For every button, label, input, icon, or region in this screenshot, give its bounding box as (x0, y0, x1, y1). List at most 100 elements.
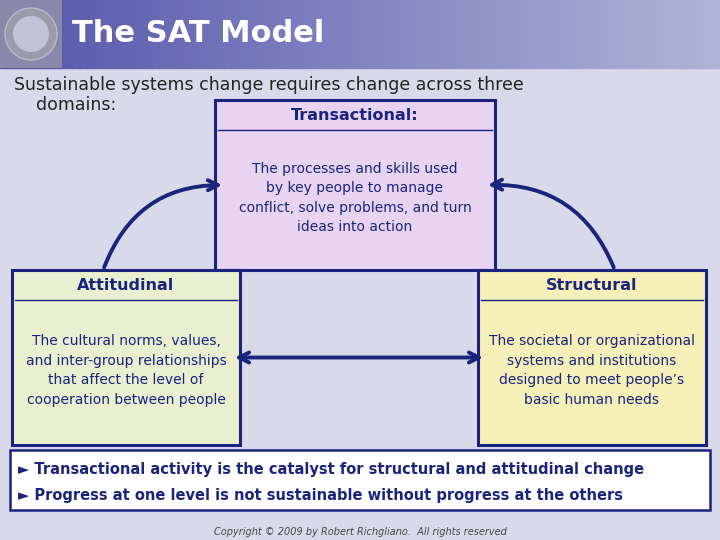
Text: Sustainable systems change requires change across three: Sustainable systems change requires chan… (14, 76, 523, 94)
Bar (670, 0, 674, 68)
Bar (209, 0, 213, 68)
Text: ► Transactional activity is the catalyst for structural and attitudinal change: ► Transactional activity is the catalyst… (18, 462, 644, 477)
Bar (169, 0, 174, 68)
FancyBboxPatch shape (478, 270, 706, 445)
Bar (504, 0, 508, 68)
Bar (353, 0, 357, 68)
Bar (54, 0, 58, 68)
Bar (551, 0, 555, 68)
Bar (382, 0, 386, 68)
Bar (223, 0, 228, 68)
Circle shape (5, 8, 57, 60)
Bar (475, 0, 480, 68)
Bar (122, 0, 127, 68)
Bar (648, 0, 652, 68)
Bar (572, 0, 577, 68)
Bar (688, 0, 692, 68)
Bar (666, 0, 670, 68)
Bar (673, 0, 678, 68)
Text: Copyright © 2009 by Robert Richgliano.  All rights reserved: Copyright © 2009 by Robert Richgliano. A… (214, 527, 506, 537)
Text: The cultural norms, values,
and inter-group relationships
that affect the level : The cultural norms, values, and inter-gr… (26, 334, 226, 407)
Bar (374, 0, 379, 68)
Bar (497, 0, 501, 68)
Bar (468, 0, 472, 68)
Bar (698, 0, 703, 68)
Bar (155, 0, 159, 68)
Bar (479, 0, 483, 68)
Bar (612, 0, 616, 68)
Text: The SAT Model: The SAT Model (72, 19, 325, 49)
Bar (414, 0, 418, 68)
Bar (43, 0, 48, 68)
Bar (432, 0, 436, 68)
Bar (205, 0, 210, 68)
Bar (162, 0, 166, 68)
Bar (619, 0, 624, 68)
Bar (500, 0, 505, 68)
Bar (137, 0, 141, 68)
Bar (407, 0, 411, 68)
Bar (439, 0, 444, 68)
Bar (400, 0, 404, 68)
Bar (32, 0, 37, 68)
Bar (97, 0, 102, 68)
Bar (684, 0, 688, 68)
Bar (450, 0, 454, 68)
Bar (335, 0, 339, 68)
Bar (234, 0, 238, 68)
Bar (292, 0, 296, 68)
Bar (245, 0, 249, 68)
Bar (310, 0, 314, 68)
Bar (464, 0, 469, 68)
Bar (662, 0, 667, 68)
Bar (392, 0, 397, 68)
Bar (140, 0, 145, 68)
Bar (58, 0, 62, 68)
Bar (198, 0, 202, 68)
Bar (83, 0, 87, 68)
Bar (68, 0, 73, 68)
Bar (522, 0, 526, 68)
Bar (184, 0, 188, 68)
Bar (536, 0, 541, 68)
Bar (601, 0, 606, 68)
Bar (583, 0, 588, 68)
Bar (529, 0, 534, 68)
Bar (472, 0, 476, 68)
Bar (202, 0, 206, 68)
Bar (443, 0, 447, 68)
Bar (623, 0, 627, 68)
Bar (371, 0, 375, 68)
Bar (518, 0, 523, 68)
Bar (641, 0, 645, 68)
Bar (22, 0, 26, 68)
Bar (256, 0, 260, 68)
Bar (166, 0, 170, 68)
Bar (457, 0, 462, 68)
Bar (180, 0, 184, 68)
Bar (191, 0, 195, 68)
Bar (104, 0, 109, 68)
Bar (364, 0, 368, 68)
Bar (590, 0, 595, 68)
Bar (605, 0, 609, 68)
Bar (29, 0, 33, 68)
Bar (378, 0, 382, 68)
Bar (716, 0, 720, 68)
Bar (302, 0, 307, 68)
Bar (14, 0, 19, 68)
Bar (454, 0, 458, 68)
Bar (0, 0, 62, 68)
FancyBboxPatch shape (12, 270, 240, 445)
Bar (608, 0, 613, 68)
Bar (295, 0, 300, 68)
Bar (0, 0, 4, 68)
Bar (493, 0, 498, 68)
Bar (50, 0, 55, 68)
Bar (655, 0, 660, 68)
Bar (461, 0, 465, 68)
Bar (176, 0, 181, 68)
Bar (490, 0, 494, 68)
Bar (418, 0, 422, 68)
Bar (630, 0, 634, 68)
